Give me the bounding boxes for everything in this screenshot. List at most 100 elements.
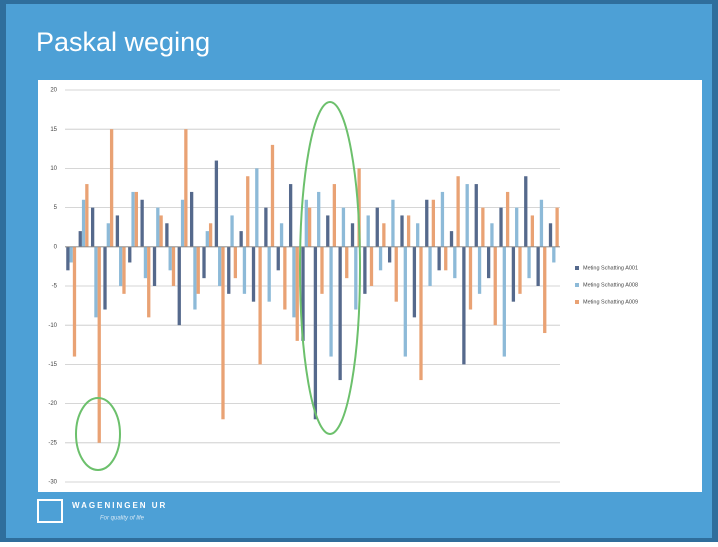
bar — [357, 168, 361, 247]
y-tick-label: -10 — [48, 323, 57, 329]
bar — [72, 246, 77, 357]
slide-title: Paskal weging — [36, 27, 210, 57]
bar — [304, 199, 308, 247]
highlight-ellipse — [299, 101, 361, 435]
legend-label: Meting Schatting A001 — [583, 265, 638, 271]
bar — [301, 246, 305, 341]
bar — [391, 199, 395, 247]
bar — [406, 215, 411, 247]
bar — [147, 246, 151, 318]
y-tick-label: -20 — [48, 401, 57, 407]
bar — [425, 199, 429, 247]
bar — [490, 223, 494, 247]
bar — [428, 246, 432, 286]
legend-label: Meting Schatting A008 — [583, 282, 638, 288]
y-tick-label: 10 — [50, 166, 57, 172]
bar — [103, 246, 107, 310]
bar — [165, 223, 169, 247]
bar — [143, 246, 148, 279]
legend-label: Meting Schatting A009 — [583, 299, 638, 305]
bar — [255, 168, 259, 247]
bar — [78, 231, 82, 247]
bar — [453, 246, 457, 279]
y-tick-label: 5 — [54, 205, 58, 211]
bar — [131, 191, 135, 247]
bar — [276, 246, 280, 271]
bar — [378, 246, 383, 271]
bar — [530, 215, 535, 247]
bar — [543, 246, 547, 334]
bar — [140, 199, 144, 247]
bar — [416, 223, 420, 247]
bar — [456, 176, 460, 247]
bar — [313, 246, 318, 420]
bar — [524, 176, 528, 247]
bar — [115, 215, 120, 247]
bar — [539, 199, 544, 247]
bar — [270, 144, 275, 247]
bar — [85, 184, 89, 247]
logo-tagline: For quality of life — [100, 516, 145, 522]
bar — [481, 207, 485, 247]
legend-swatch — [575, 300, 579, 304]
bar — [400, 215, 404, 247]
logo-text: WAGENINGEN UR — [72, 501, 167, 510]
bar — [189, 191, 194, 247]
legend-swatch — [575, 266, 579, 270]
y-tick-label: -30 — [48, 480, 57, 486]
bar — [468, 246, 473, 310]
bar — [288, 184, 293, 247]
bar — [122, 246, 126, 294]
logo-icon — [37, 499, 63, 523]
bar — [369, 246, 374, 286]
bar — [202, 246, 206, 279]
bar — [81, 199, 86, 247]
bar — [221, 246, 225, 420]
bar — [431, 199, 436, 247]
bar — [444, 246, 448, 271]
bar — [338, 246, 342, 381]
bar — [69, 246, 73, 263]
bar — [345, 246, 349, 279]
bar — [295, 246, 299, 341]
bar — [233, 246, 238, 279]
bar — [462, 246, 466, 365]
bar — [279, 223, 284, 247]
bar — [486, 246, 491, 279]
bar — [177, 246, 181, 326]
bar — [329, 246, 333, 357]
bar — [449, 231, 454, 247]
bar — [502, 246, 506, 357]
bar — [474, 184, 478, 247]
bar — [184, 129, 188, 247]
bar — [499, 207, 503, 247]
bar — [292, 246, 296, 318]
bar — [196, 246, 200, 294]
bar — [66, 246, 70, 271]
y-tick-label: 20 — [50, 88, 57, 94]
y-tick-label: -25 — [48, 440, 57, 446]
bar — [180, 199, 185, 247]
bar — [515, 207, 519, 247]
bar — [106, 223, 110, 247]
bar — [394, 246, 398, 302]
bar — [264, 207, 268, 247]
bar — [239, 231, 243, 247]
bar — [465, 184, 469, 247]
bar — [90, 207, 95, 247]
bar — [159, 215, 163, 247]
bar — [412, 246, 417, 318]
bar — [341, 207, 346, 247]
bar — [218, 246, 222, 286]
bar — [354, 246, 358, 310]
bar — [366, 215, 370, 247]
bar — [156, 207, 160, 247]
bar — [493, 246, 497, 326]
bar — [363, 246, 367, 294]
bar — [332, 184, 337, 247]
bar — [283, 246, 287, 310]
bar — [440, 191, 445, 247]
bar — [548, 223, 553, 247]
bar — [97, 246, 101, 443]
